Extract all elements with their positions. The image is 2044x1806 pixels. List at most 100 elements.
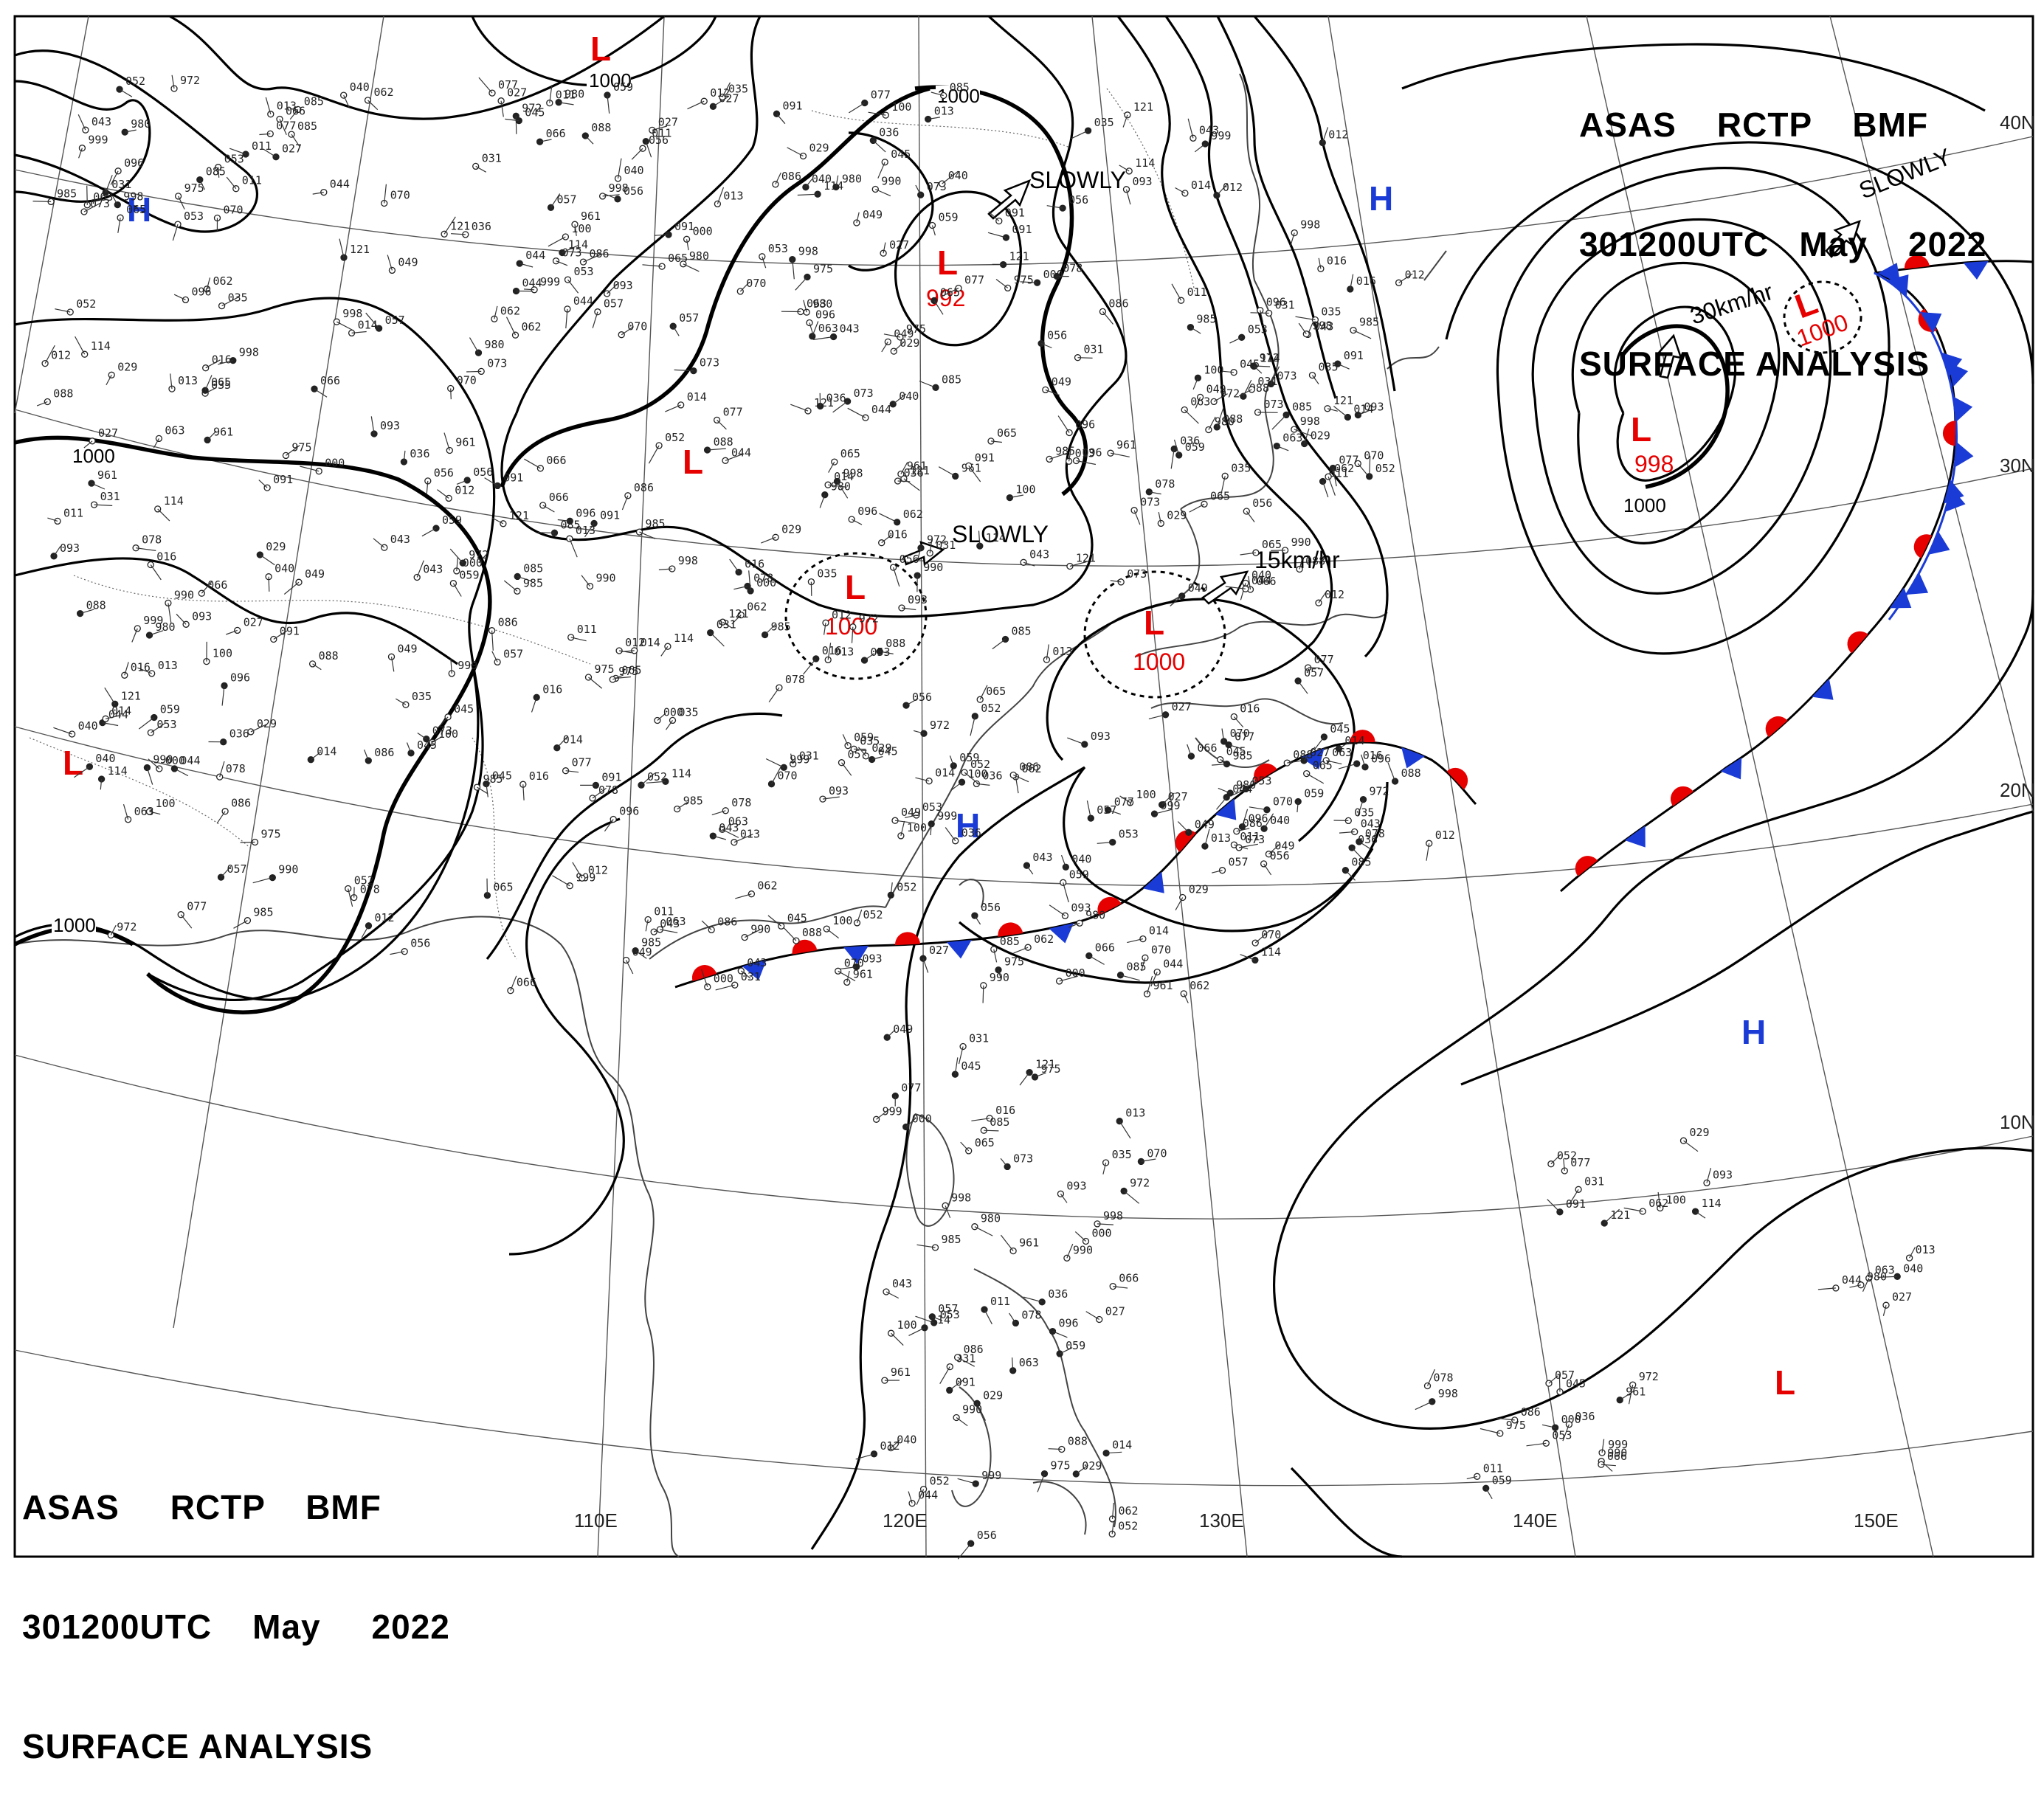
- high-marker: H: [1369, 179, 1393, 218]
- station-value: 070: [746, 277, 766, 290]
- station-value: 059: [1066, 1339, 1085, 1352]
- wind-barb: [466, 371, 481, 372]
- station-value: 029: [1690, 1126, 1710, 1139]
- station-value: 091: [1012, 223, 1032, 236]
- wind-barb: [1049, 1449, 1062, 1450]
- station-value: 036: [472, 220, 491, 233]
- station-value: 975: [184, 181, 204, 195]
- station-value: 073: [1127, 567, 1147, 581]
- station-value: 990: [153, 753, 173, 767]
- station-value: 063: [666, 915, 686, 928]
- station-value: 975: [813, 263, 833, 276]
- station-value: 062: [522, 320, 542, 333]
- station-value: 043: [92, 115, 111, 128]
- station-value: 027: [1172, 700, 1192, 713]
- station-value: 040: [275, 562, 294, 575]
- station-value: 059: [854, 731, 874, 744]
- station-value: 077: [871, 89, 891, 102]
- station-value: 086: [964, 1343, 984, 1356]
- station-value: 085: [1127, 961, 1147, 974]
- station-value: 066: [546, 454, 566, 467]
- station-value: 040: [95, 752, 115, 765]
- station-value: 070: [1151, 943, 1171, 956]
- station-value: 027: [1310, 746, 1330, 759]
- station-value: 011: [1187, 286, 1207, 299]
- station-value: 052: [1375, 462, 1395, 475]
- wind-barb: [984, 1130, 998, 1131]
- station-value: 998: [239, 346, 259, 359]
- station-value: 073: [1140, 496, 1160, 509]
- station-value: 059: [1069, 868, 1089, 881]
- station-value: 029: [257, 717, 277, 730]
- station-value: 070: [390, 189, 410, 202]
- station-value: 086: [1243, 817, 1263, 830]
- station-value: 045: [961, 1059, 981, 1073]
- station-value: 121: [1035, 1058, 1055, 1071]
- station-value: 091: [783, 99, 803, 112]
- station-value: 065: [1313, 759, 1333, 772]
- station-value: 073: [432, 724, 452, 738]
- longitude-label: 140E: [1513, 1509, 1558, 1532]
- station-value: 091: [601, 770, 621, 783]
- station-value: 077: [1314, 653, 1334, 666]
- station-value: 114: [674, 632, 694, 645]
- station-value: 985: [57, 187, 77, 200]
- station-value: 078: [142, 533, 162, 547]
- station-value: 056: [1252, 497, 1272, 510]
- station-value: 052: [863, 908, 883, 921]
- wind-barb: [33, 201, 52, 202]
- station-value: 121: [1133, 100, 1153, 114]
- station-value: 114: [108, 764, 128, 778]
- station-value: 062: [500, 304, 520, 317]
- station-value: 088: [802, 926, 822, 939]
- station-value: 972: [1370, 785, 1389, 798]
- station-value: 073: [854, 387, 874, 400]
- station-value: 121: [1009, 250, 1029, 263]
- station-value: 096: [1075, 418, 1095, 432]
- station-value: 036: [1048, 1287, 1068, 1301]
- station-value: 985: [771, 620, 791, 634]
- station-value: 070: [1364, 449, 1384, 462]
- station-value: 985: [1233, 750, 1253, 763]
- station-value: 086: [231, 797, 251, 810]
- station-value: 073: [1245, 833, 1265, 846]
- station-value: 035: [1112, 1148, 1132, 1161]
- station-value: 035: [228, 291, 248, 305]
- station-value: 000: [463, 556, 483, 570]
- station-value: 980: [689, 249, 709, 263]
- station-value: 029: [266, 540, 286, 553]
- station-value: 972: [927, 533, 947, 547]
- station-value: 085: [523, 561, 543, 575]
- station-value: 013: [723, 189, 743, 202]
- station-value: 011: [556, 89, 576, 102]
- station-value: 040: [1270, 814, 1290, 827]
- station-value: 078: [785, 673, 805, 686]
- station-value: 065: [975, 1136, 995, 1149]
- station-value: 045: [417, 738, 437, 752]
- station-value: 980: [1867, 1270, 1887, 1284]
- station-value: 059: [1304, 787, 1324, 800]
- station-value: 998: [342, 307, 362, 320]
- station-value: 975: [1004, 955, 1024, 969]
- station-value: 000: [756, 576, 776, 589]
- station-value: 062: [903, 508, 923, 521]
- station-value: 027: [1892, 1290, 1912, 1304]
- header-line: 301200UTC May 2022: [1579, 224, 1986, 264]
- station-value: 012: [375, 911, 395, 924]
- station-value: 121: [509, 509, 529, 522]
- station-value: 029: [809, 142, 829, 155]
- station-value: 066: [1607, 1450, 1627, 1463]
- station-value: 000: [1066, 966, 1085, 980]
- station-value: 040: [78, 719, 98, 733]
- station-value: 078: [1434, 1371, 1454, 1385]
- station-value: 057: [385, 314, 405, 327]
- station-value: 053: [1552, 1428, 1572, 1442]
- station-value: 961: [1116, 438, 1136, 452]
- station-value: 012: [1325, 588, 1344, 601]
- station-value: 088: [319, 649, 339, 662]
- station-value: 114: [1260, 351, 1280, 364]
- station-value: 027: [1105, 1305, 1125, 1318]
- station-value: 013: [1125, 1107, 1145, 1120]
- station-value: 972: [1639, 1370, 1659, 1383]
- station-value: 063: [165, 423, 184, 437]
